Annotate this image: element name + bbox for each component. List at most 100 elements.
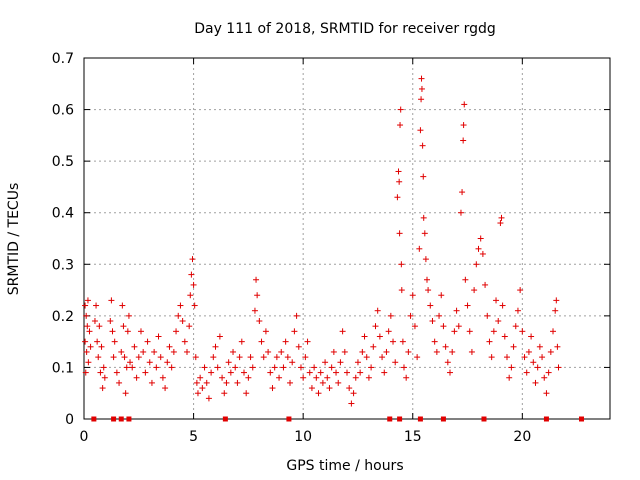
gap-marker xyxy=(440,416,446,422)
x-tick-label: 5 xyxy=(189,429,198,445)
data-point xyxy=(370,343,377,350)
data-point xyxy=(227,369,234,376)
y-tick-label: 0.4 xyxy=(52,206,74,222)
data-point xyxy=(157,354,164,361)
gap-marker xyxy=(222,416,228,422)
data-point xyxy=(133,374,140,381)
data-point xyxy=(191,302,198,309)
gap-marker xyxy=(543,416,549,422)
data-point xyxy=(116,379,123,386)
data-point xyxy=(444,359,451,366)
data-point xyxy=(173,328,180,335)
gap-marker xyxy=(387,416,393,422)
data-point xyxy=(205,395,212,402)
data-point xyxy=(390,338,397,345)
data-point xyxy=(403,374,410,381)
data-point xyxy=(219,374,226,381)
data-point xyxy=(111,338,118,345)
data-point xyxy=(346,385,353,392)
data-point xyxy=(419,142,426,149)
data-point xyxy=(166,343,173,350)
data-point xyxy=(459,189,466,196)
data-point xyxy=(291,328,298,335)
data-point xyxy=(421,230,428,237)
data-point xyxy=(124,328,131,335)
data-point xyxy=(330,348,337,355)
data-point xyxy=(148,379,155,386)
gap-marker xyxy=(118,416,124,422)
data-point xyxy=(449,348,456,355)
data-point xyxy=(315,390,322,397)
data-point xyxy=(295,343,302,350)
data-point xyxy=(554,343,561,350)
gap-marker xyxy=(126,416,132,422)
data-point xyxy=(306,369,313,376)
data-point xyxy=(240,369,247,376)
data-point xyxy=(407,312,414,319)
data-point xyxy=(110,354,117,361)
data-points xyxy=(82,75,562,407)
data-point xyxy=(471,287,478,294)
data-point xyxy=(447,369,454,376)
data-point xyxy=(181,338,188,345)
data-point xyxy=(140,348,147,355)
data-point xyxy=(339,328,346,335)
data-point xyxy=(302,354,309,361)
data-point xyxy=(418,85,425,92)
data-point xyxy=(118,348,125,355)
y-tick-label: 0.7 xyxy=(52,51,74,67)
data-point xyxy=(429,318,436,325)
data-point xyxy=(87,343,94,350)
data-point xyxy=(508,364,515,371)
data-point xyxy=(354,359,361,366)
data-point xyxy=(94,338,101,345)
grid xyxy=(84,58,610,419)
data-point xyxy=(175,312,182,319)
data-point xyxy=(83,348,90,355)
data-point xyxy=(545,369,552,376)
data-point xyxy=(547,348,554,355)
data-point xyxy=(189,256,196,263)
data-point xyxy=(308,385,315,392)
data-point xyxy=(495,318,502,325)
data-point xyxy=(399,338,406,345)
y-tick-label: 0.3 xyxy=(52,257,74,273)
data-point xyxy=(271,364,278,371)
data-point xyxy=(177,302,184,309)
data-point xyxy=(221,390,228,397)
data-point xyxy=(223,379,230,386)
data-point xyxy=(146,359,153,366)
data-point xyxy=(514,307,521,314)
data-point xyxy=(499,302,506,309)
gap-marker xyxy=(286,416,292,422)
data-point xyxy=(357,369,364,376)
data-point xyxy=(214,364,221,371)
data-point xyxy=(553,297,560,304)
data-point xyxy=(236,354,243,361)
data-point xyxy=(144,338,151,345)
data-point xyxy=(99,385,106,392)
data-point xyxy=(337,359,344,366)
data-point xyxy=(460,137,467,144)
data-point xyxy=(398,261,405,268)
data-point xyxy=(423,276,430,283)
data-point xyxy=(151,348,158,355)
data-point xyxy=(536,343,543,350)
y-tick-label: 0.6 xyxy=(52,103,74,119)
data-point xyxy=(284,354,291,361)
data-point xyxy=(523,369,530,376)
data-point xyxy=(344,369,350,376)
data-point xyxy=(352,374,359,381)
data-point xyxy=(127,359,134,366)
data-point xyxy=(267,369,274,376)
data-point xyxy=(245,374,252,381)
data-point xyxy=(543,390,550,397)
data-point xyxy=(442,343,449,350)
data-point xyxy=(324,374,331,381)
x-axis-label: GPS time / hours xyxy=(286,458,403,474)
data-point xyxy=(86,328,93,335)
data-point xyxy=(433,348,440,355)
data-point xyxy=(125,312,132,319)
data-point xyxy=(96,323,103,330)
